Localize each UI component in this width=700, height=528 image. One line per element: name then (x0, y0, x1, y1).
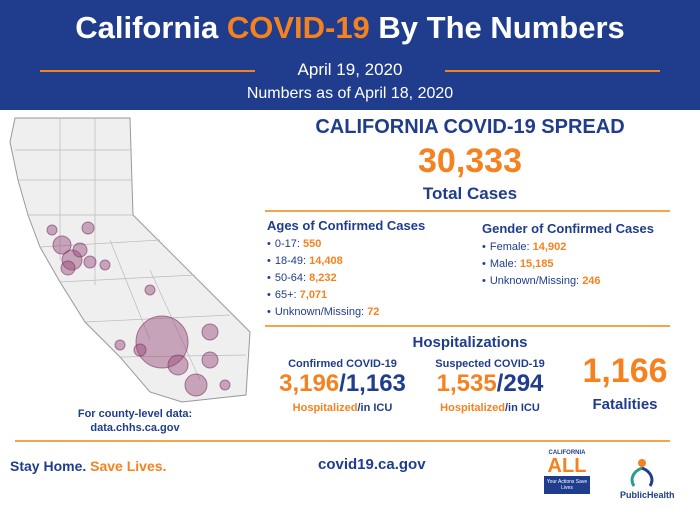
list-item: 0-17: 550 (267, 236, 379, 253)
icu-label: /in ICU (504, 402, 540, 414)
hospitalized: 3,196 (279, 370, 340, 397)
list-item: Male: 15,185 (482, 256, 601, 273)
total-label: Total Cases (422, 184, 518, 203)
icu: 294 (503, 370, 544, 397)
total-cases: 30,333 (418, 142, 522, 180)
county-note: For county-level data: (77, 408, 193, 420)
item-label: Male: (489, 258, 517, 270)
save-lives: Save Lives. (90, 458, 167, 474)
item-label: Female: (489, 241, 530, 253)
logo-sub: Your Actions Save Lives (544, 476, 590, 494)
confirmed-label: Confirmed COVID-19 (288, 358, 397, 370)
map (9, 117, 251, 403)
item-label: Unknown/Missing: (489, 275, 580, 287)
as-of: Numbers as of April 18, 2020 (246, 85, 454, 102)
list-item: 18-49: 14,408 (267, 253, 379, 270)
divider (15, 440, 670, 442)
confirmed-sub: Hospitalized/in ICU (270, 402, 415, 414)
item-value: 14,408 (309, 255, 343, 267)
item-value: 15,185 (519, 258, 554, 270)
fatalities: 1,166 (582, 352, 668, 390)
ages-heading: Ages of Confirmed Cases (267, 218, 426, 233)
item-label: 0-17: (274, 238, 300, 250)
list-item: Female: 14,902 (482, 239, 601, 256)
title-highlight: COVID-19 (226, 10, 370, 45)
hosp-label: Hospitalized (440, 402, 505, 414)
icu-label: /in ICU (357, 402, 393, 414)
suspected-sub: Hospitalized/in ICU (425, 402, 555, 414)
divider (445, 70, 660, 72)
icu: 1,163 (345, 370, 406, 397)
fatalities-label: Fatalities (592, 396, 658, 413)
item-label: 65+: (274, 289, 297, 301)
ages-list: 0-17: 55018-49: 14,40850-64: 8,23265+: 7… (267, 236, 380, 321)
item-value: 72 (367, 306, 380, 318)
logo-top: CALIFORNIA (548, 450, 586, 456)
item-label: 50-64: (274, 272, 307, 284)
suspected-label: Suspected COVID-19 (435, 358, 545, 370)
list-item: Unknown/Missing: 246 (482, 273, 601, 290)
ca-all-logo: CALIFORNIA ALL Your Actions Save Lives (544, 450, 590, 494)
case-bubbles (46, 221, 231, 397)
site-url: covid19.ca.gov (318, 456, 426, 473)
date: April 19, 2020 (297, 60, 403, 79)
item-value: 8,232 (309, 272, 337, 284)
title-text: California (75, 10, 219, 45)
ph-logo: PublicHealth (620, 490, 675, 500)
item-label: Unknown/Missing: (274, 306, 365, 318)
ph-icon (630, 459, 654, 487)
logo-main: ALL (547, 455, 587, 477)
title-text: By The Numbers (378, 10, 625, 45)
suspected-numbers: 1,535/294 (425, 370, 555, 398)
item-value: 14,902 (532, 241, 567, 253)
separator: / (339, 370, 346, 397)
header-band (0, 0, 700, 110)
separator: / (496, 370, 504, 397)
item-label: 18-49: (274, 255, 307, 267)
spread-heading: CALIFORNIA COVID-19 SPREAD (315, 116, 625, 138)
title: California COVID-19 By The Numbers (0, 10, 700, 46)
hosp-label: Hospitalized (292, 402, 358, 414)
stay-home: Stay Home. (10, 458, 87, 474)
hosp-heading: Hospitalizations (412, 334, 528, 351)
hospitalized: 1,535 (436, 370, 497, 397)
item-value: 7,071 (299, 289, 328, 301)
confirmed-numbers: 3,196/1,163 (270, 370, 415, 398)
gender-list: Female: 14,902Male: 15,185Unknown/Missin… (482, 239, 601, 290)
item-value: 246 (582, 275, 601, 287)
divider (265, 210, 670, 212)
slogan: Stay Home. Save Lives. (10, 458, 166, 474)
divider (40, 70, 255, 72)
list-item: Unknown/Missing: 72 (267, 304, 380, 321)
county-url: data.chhs.ca.gov (90, 422, 180, 434)
divider (265, 325, 670, 327)
list-item: 50-64: 8,232 (267, 270, 379, 287)
list-item: 65+: 7,071 (267, 287, 379, 304)
gender-heading: Gender of Confirmed Cases (482, 221, 654, 236)
item-value: 550 (303, 238, 322, 250)
